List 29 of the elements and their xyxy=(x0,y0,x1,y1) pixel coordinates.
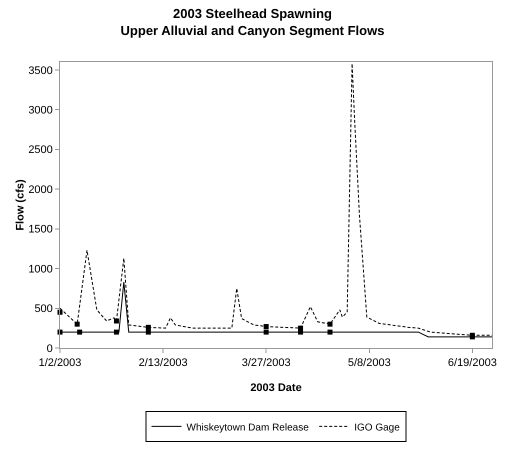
point xyxy=(264,324,269,330)
x-tick-label: 2/13/2003 xyxy=(138,357,188,370)
y-tick-label: 500 xyxy=(34,303,53,316)
y-tick-label: 0 xyxy=(46,342,53,355)
point xyxy=(114,330,119,335)
x-tick-label: 6/19/2003 xyxy=(448,357,497,370)
point xyxy=(77,330,82,335)
point xyxy=(298,326,304,331)
point xyxy=(146,324,151,330)
x-tick-label: 5/8/2003 xyxy=(348,357,391,370)
y-tick-label: 3000 xyxy=(28,104,53,117)
chart-title: 2003 Steelhead Spawning Upper Alluvial and Canyon Segment Flows xyxy=(120,6,384,38)
point xyxy=(328,322,332,327)
point xyxy=(146,330,151,335)
legend-label: IGO Gage xyxy=(354,422,400,434)
y-tick-label: 1000 xyxy=(28,263,53,276)
y-tick-label: 3500 xyxy=(28,64,53,77)
legend-label: Whiskeytown Dam Release xyxy=(186,422,310,434)
point xyxy=(114,318,119,324)
x-tick-label: 3/27/2003 xyxy=(242,357,291,370)
y-tick-label: 2000 xyxy=(28,184,53,196)
y-axis-title: Flow (cfs) xyxy=(14,179,26,231)
x-axis-title: 2003 Date xyxy=(250,382,302,394)
x-tick-label: 1/2/2003 xyxy=(38,357,82,370)
point xyxy=(264,330,269,335)
y-tick-label: 2500 xyxy=(28,144,53,156)
point xyxy=(328,330,332,335)
y-tick-label: 1500 xyxy=(28,224,53,236)
point xyxy=(74,322,80,327)
